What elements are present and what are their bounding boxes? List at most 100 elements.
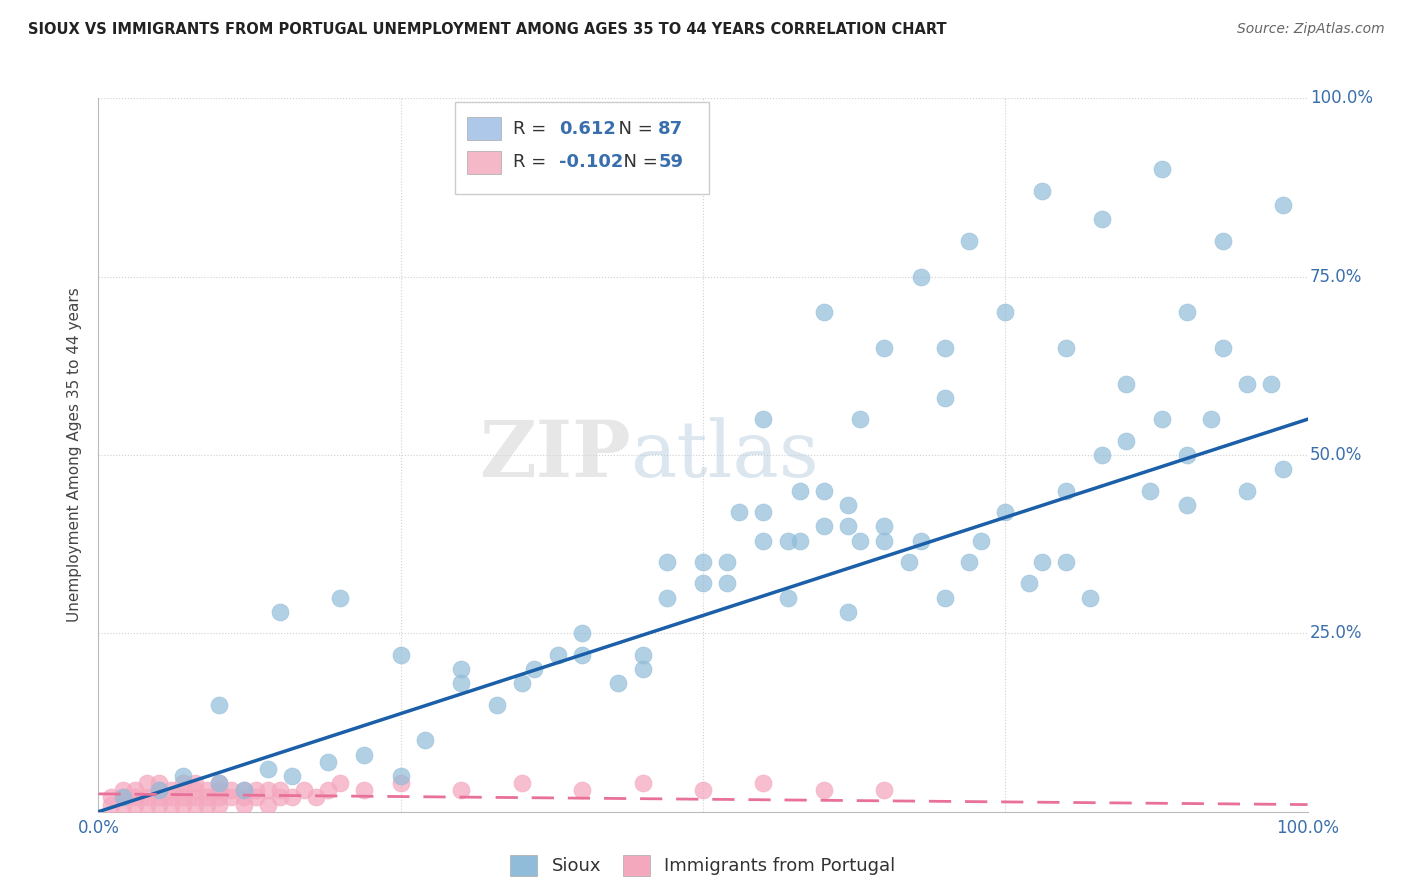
Point — [631, 648, 654, 662]
Point — [245, 783, 267, 797]
Point — [245, 790, 267, 805]
Point — [1199, 412, 1222, 426]
Point — [571, 783, 593, 797]
Y-axis label: Unemployment Among Ages 35 to 44 years: Unemployment Among Ages 35 to 44 years — [67, 287, 83, 623]
Point — [1152, 412, 1174, 426]
Point — [776, 533, 799, 548]
Point — [269, 783, 291, 797]
Point — [970, 533, 993, 548]
Point — [1272, 198, 1295, 212]
Point — [655, 555, 678, 569]
FancyBboxPatch shape — [467, 151, 501, 174]
Text: 59: 59 — [658, 153, 683, 171]
Text: 87: 87 — [658, 120, 683, 137]
Point — [571, 648, 593, 662]
Point — [450, 783, 472, 797]
FancyBboxPatch shape — [456, 102, 709, 194]
Point — [148, 783, 170, 797]
Text: 75.0%: 75.0% — [1310, 268, 1362, 285]
Point — [813, 783, 835, 797]
Point — [256, 797, 278, 812]
Point — [631, 776, 654, 790]
Text: atlas: atlas — [630, 417, 820, 492]
Point — [1054, 483, 1077, 498]
Point — [631, 662, 654, 676]
Text: Source: ZipAtlas.com: Source: ZipAtlas.com — [1237, 22, 1385, 37]
Point — [1031, 555, 1053, 569]
Point — [281, 769, 304, 783]
Point — [316, 755, 339, 769]
Point — [124, 783, 146, 797]
Point — [957, 555, 980, 569]
Point — [1031, 184, 1053, 198]
Point — [195, 797, 218, 812]
Point — [1152, 162, 1174, 177]
Point — [292, 783, 315, 797]
Point — [1054, 341, 1077, 355]
Text: 0.612: 0.612 — [560, 120, 616, 137]
Point — [752, 533, 775, 548]
Point — [124, 797, 146, 812]
Point — [934, 391, 956, 405]
Point — [184, 790, 207, 805]
Point — [172, 783, 194, 797]
Point — [1260, 376, 1282, 391]
Point — [221, 783, 243, 797]
Point — [510, 676, 533, 690]
Point — [195, 790, 218, 805]
Point — [1139, 483, 1161, 498]
Point — [1175, 498, 1198, 512]
Point — [716, 576, 738, 591]
Point — [813, 519, 835, 533]
Point — [607, 676, 630, 690]
Point — [873, 533, 896, 548]
Point — [221, 790, 243, 805]
Text: N =: N = — [607, 120, 659, 137]
Point — [1236, 483, 1258, 498]
Point — [1115, 434, 1137, 448]
Point — [752, 412, 775, 426]
Point — [172, 797, 194, 812]
Point — [329, 591, 352, 605]
Point — [111, 797, 134, 812]
Point — [450, 676, 472, 690]
Point — [148, 790, 170, 805]
Point — [523, 662, 546, 676]
Point — [1175, 305, 1198, 319]
Point — [305, 790, 328, 805]
Point — [160, 783, 183, 797]
Point — [752, 776, 775, 790]
Point — [849, 412, 872, 426]
Point — [232, 790, 254, 805]
Point — [353, 747, 375, 762]
Point — [135, 790, 157, 805]
Point — [789, 533, 811, 548]
Point — [389, 648, 412, 662]
Text: R =: R = — [513, 153, 553, 171]
Point — [547, 648, 569, 662]
Point — [184, 776, 207, 790]
Point — [1175, 448, 1198, 462]
Point — [232, 783, 254, 797]
Point — [873, 341, 896, 355]
Point — [655, 591, 678, 605]
Point — [910, 269, 932, 284]
Point — [208, 790, 231, 805]
Point — [135, 776, 157, 790]
Point — [510, 776, 533, 790]
Point — [232, 797, 254, 812]
Point — [184, 797, 207, 812]
Point — [450, 662, 472, 676]
Point — [269, 605, 291, 619]
Point — [934, 591, 956, 605]
Text: -0.102: -0.102 — [560, 153, 623, 171]
Point — [728, 505, 751, 519]
Point — [1236, 376, 1258, 391]
Point — [184, 783, 207, 797]
Point — [316, 783, 339, 797]
Point — [353, 783, 375, 797]
Point — [752, 505, 775, 519]
Point — [994, 505, 1017, 519]
Point — [256, 783, 278, 797]
Point — [111, 783, 134, 797]
